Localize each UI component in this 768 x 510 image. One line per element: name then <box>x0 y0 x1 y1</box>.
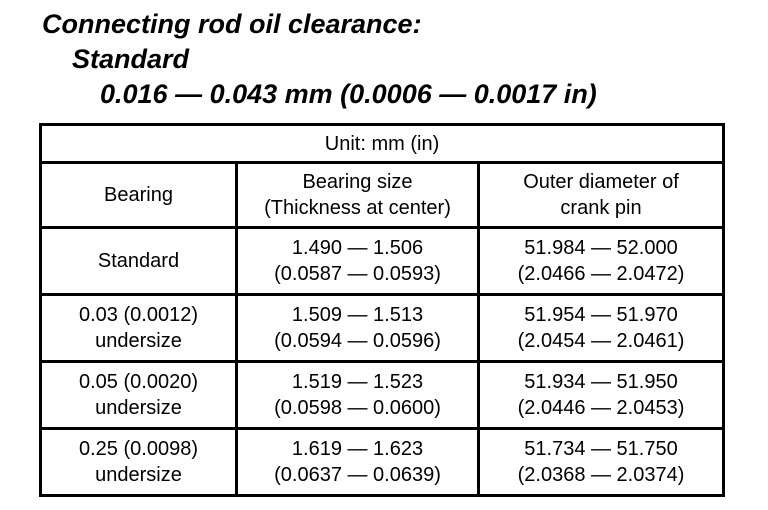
heading-title: Connecting rod oil clearance: <box>42 9 422 39</box>
cell-crank-pin-od: 51.734 — 51.750 (2.0368 — 2.0374) <box>476 427 726 497</box>
cell-bearing-size: 1.619 — 1.623 (0.0637 — 0.0639) <box>235 427 480 497</box>
spec-heading: Connecting rod oil clearance: Standard 0… <box>42 7 597 112</box>
cell-bearing-size: 1.490 — 1.506 (0.0587 — 0.0593) <box>235 226 480 296</box>
cell-bearing-size: 1.509 — 1.513 (0.0594 — 0.0596) <box>235 293 480 363</box>
col-header-bearing: Bearing <box>39 161 238 229</box>
cell-bearing: 0.03 (0.0012) undersize <box>39 293 238 363</box>
table-row-undersize-003: 0.03 (0.0012) undersize 1.509 — 1.513 (0… <box>39 293 726 363</box>
cell-bearing: Standard <box>39 226 238 296</box>
col-header-bearing-label: Bearing <box>104 184 173 206</box>
cell-bearing-size: 1.519 — 1.523 (0.0598 — 0.0600) <box>235 360 480 430</box>
cell-crank-pin-od: 51.934 — 51.950 (2.0446 — 2.0453) <box>476 360 726 430</box>
table-header-row: Bearing Bearing size (Thickness at cente… <box>39 161 726 229</box>
cell-crank-pin-od: 51.984 — 52.000 (2.0466 — 2.0472) <box>476 226 726 296</box>
table-row-undersize-005: 0.05 (0.0020) undersize 1.519 — 1.523 (0… <box>39 360 726 430</box>
table-row-standard: Standard 1.490 — 1.506 (0.0587 — 0.0593)… <box>39 226 726 296</box>
unit-row: Unit: mm (in) <box>38 123 726 164</box>
heading-spec-value: 0.016 — 0.043 mm (0.0006 — 0.0017 in) <box>100 79 597 109</box>
bearing-spec-table: Unit: mm (in) Bearing Bearing size (Thic… <box>38 123 726 497</box>
heading-subtitle: Standard <box>72 44 190 74</box>
cell-crank-pin-od: 51.954 — 51.970 (2.0454 — 2.0461) <box>476 293 726 363</box>
cell-bearing: 0.25 (0.0098) undersize <box>39 427 238 497</box>
unit-label: Unit: mm (in) <box>38 123 726 164</box>
col-header-crank-pin-od: Outer diameter of crank pin <box>476 161 726 229</box>
table-row-undersize-025: 0.25 (0.0098) undersize 1.619 — 1.623 (0… <box>39 427 726 497</box>
col-header-bearing-size: Bearing size (Thickness at center) <box>235 161 480 229</box>
cell-bearing: 0.05 (0.0020) undersize <box>39 360 238 430</box>
